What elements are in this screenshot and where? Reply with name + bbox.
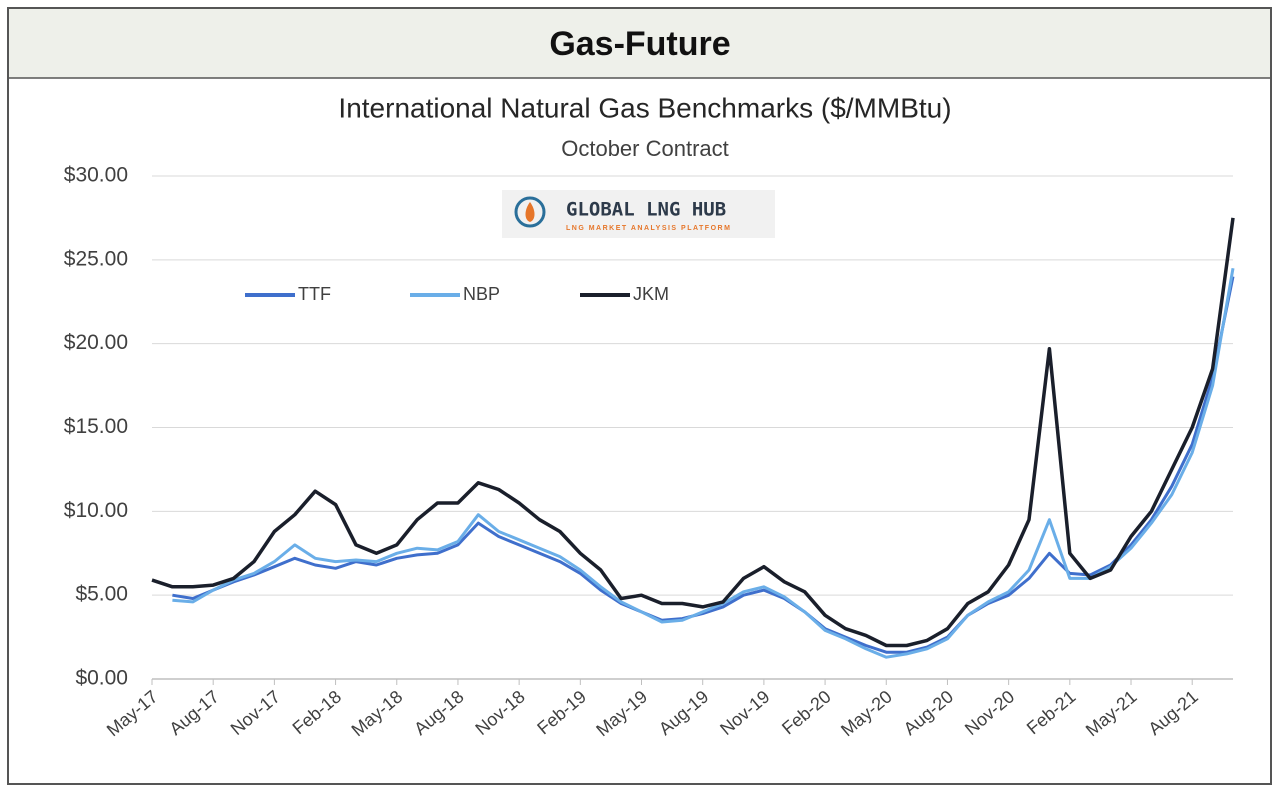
header-band [9, 9, 1270, 78]
logo-icon [514, 196, 546, 228]
y-tick-label: $25.00 [64, 247, 128, 270]
logo-box [502, 190, 775, 238]
logo-tagline: LNG MARKET ANALYSIS PLATFORM [566, 225, 731, 232]
series-line [151, 217, 1235, 648]
logo: GLOBAL LNG HUB LNG MARKET ANALYSIS PLATF… [502, 190, 775, 238]
y-tick-label: $30.00 [64, 164, 128, 187]
legend-label: TTF [298, 284, 331, 304]
y-tick-label: $10.00 [64, 499, 128, 522]
series-line [172, 267, 1235, 659]
chart-title: International Natural Gas Benchmarks ($/… [338, 92, 951, 123]
legend-label: NBP [463, 284, 500, 304]
series-line [172, 276, 1235, 654]
y-tick-label: $5.00 [75, 583, 128, 606]
legend-label: JKM [633, 284, 669, 304]
logo-name: GLOBAL LNG HUB [566, 199, 726, 221]
y-tick-label: $0.00 [75, 667, 128, 690]
chart-subtitle: October Contract [561, 136, 729, 161]
header-title: Gas-Future [549, 25, 730, 63]
y-tick-label: $20.00 [64, 331, 128, 354]
frame [7, 7, 1272, 785]
logo-drop [525, 202, 535, 222]
y-tick-label: $15.00 [64, 415, 128, 438]
